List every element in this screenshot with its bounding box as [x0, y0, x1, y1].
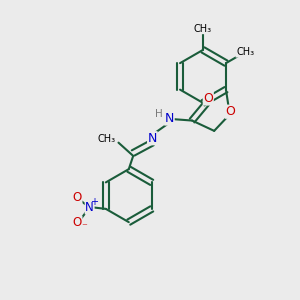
Text: H: H [155, 109, 163, 119]
Text: O: O [73, 191, 82, 205]
Text: N: N [148, 132, 157, 145]
Text: +: + [90, 197, 98, 207]
Text: N: N [165, 112, 174, 125]
Text: O: O [225, 105, 235, 118]
Text: ⁻: ⁻ [81, 222, 87, 232]
Text: CH₃: CH₃ [236, 47, 254, 57]
Text: O: O [203, 92, 213, 105]
Text: CH₃: CH₃ [97, 134, 115, 144]
Text: CH₃: CH₃ [194, 24, 212, 34]
Text: O: O [73, 216, 82, 229]
Text: N: N [85, 201, 94, 214]
